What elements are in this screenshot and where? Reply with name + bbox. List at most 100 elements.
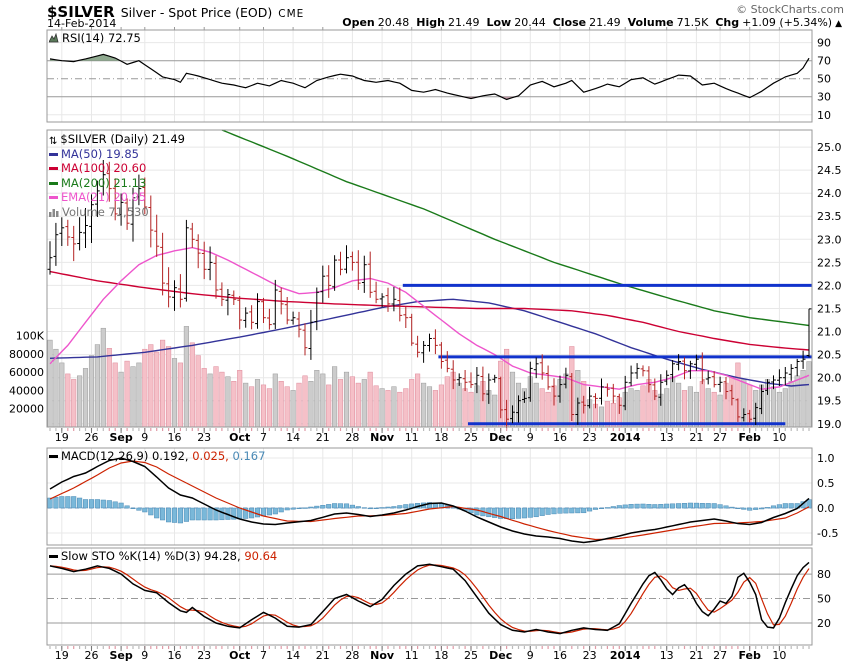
- macd-histogram-bar: [142, 507, 148, 513]
- macd-histogram-bar: [676, 503, 682, 509]
- macd-histogram-bar: [764, 507, 771, 509]
- x-axis-label: 10: [772, 649, 786, 662]
- volume-bar: [415, 373, 421, 428]
- macd-histogram-bar: [219, 507, 225, 521]
- macd-histogram-bar: [581, 507, 587, 514]
- macd-signal-line: [49, 460, 810, 541]
- y-axis-label: 50: [817, 593, 831, 606]
- symbol: $SILVER: [47, 3, 115, 21]
- x-axis-label: 11: [405, 431, 419, 444]
- x-axis-label: 2014: [610, 649, 641, 662]
- y-axis-label: 0.5: [817, 477, 835, 490]
- macd-histogram-bar: [509, 507, 516, 520]
- x-axis-label: 9: [527, 431, 534, 444]
- x-axis-label: Oct: [229, 431, 250, 444]
- volume-bar: [468, 391, 474, 428]
- ma-legend-row: MA(200) 21.13: [49, 176, 185, 191]
- volume-bar: [456, 382, 462, 428]
- x-axis-label: 27: [713, 649, 727, 662]
- x-axis-label: 11: [405, 649, 419, 662]
- price-legend-main-row: ⇅ $SILVER (Daily) 21.49: [49, 132, 185, 147]
- volume-bar: [409, 379, 415, 428]
- volume-bar: [367, 371, 373, 428]
- macd-histogram-bar: [59, 496, 65, 509]
- volume-legend-row: Volume 71,530: [49, 205, 185, 220]
- macd-histogram-bar: [207, 507, 213, 521]
- rsi-overbought-fill: [50, 54, 809, 61]
- x-axis-label: 16: [553, 431, 567, 444]
- volume-bar: [314, 370, 320, 428]
- volume-bar: [361, 379, 367, 428]
- macd-histogram-bar: [592, 507, 599, 510]
- volume-bar: [195, 355, 201, 428]
- volume-bar: [545, 391, 551, 428]
- macd-histogram-bar: [670, 503, 676, 509]
- volume-bar: [100, 327, 106, 428]
- macd-histogram-bar: [124, 505, 130, 509]
- macd-histogram-bar: [539, 507, 545, 516]
- macd-histogram-bar: [88, 499, 95, 509]
- y-axis-label: 10: [817, 109, 831, 122]
- volume-icon: [49, 206, 59, 221]
- volume-bar: [349, 376, 355, 428]
- volume-bar: [794, 375, 800, 428]
- macd-histogram-bar: [492, 507, 498, 518]
- legend-value-part: 90.64: [240, 549, 278, 563]
- y-axis-label: 19.5: [817, 395, 842, 408]
- macd-histogram-bar: [646, 504, 652, 509]
- x-axis-label: Sep: [109, 431, 132, 444]
- macd-histogram-bar: [598, 507, 605, 509]
- macd-line-icon: [49, 455, 58, 458]
- quote-value: +1.09 (+5.34%): [742, 16, 833, 29]
- volume-bar: [640, 385, 646, 428]
- x-axis-label: 25: [464, 431, 478, 444]
- macd-histogram-bar: [474, 507, 480, 516]
- volume-bar: [290, 390, 296, 428]
- volume-bar: [219, 371, 225, 428]
- volume-bar: [243, 382, 249, 428]
- volume-axis-label: 100K: [16, 330, 45, 343]
- volume-bar: [444, 376, 450, 428]
- macd-histogram-bar: [628, 504, 634, 509]
- macd-histogram-bar: [397, 505, 403, 509]
- macd-histogram-bar: [243, 507, 249, 519]
- x-axis-label: Feb: [738, 649, 761, 662]
- macd-histogram-bar: [314, 505, 320, 509]
- macd-histogram-bar: [391, 506, 397, 509]
- volume-bar: [717, 394, 723, 428]
- macd-histogram-bar: [652, 504, 658, 509]
- y-axis-label: 21.0: [817, 326, 842, 339]
- volume-bar: [53, 348, 59, 428]
- x-axis-label: 28: [345, 431, 359, 444]
- volume-bar: [782, 388, 788, 428]
- x-axis-label: 23: [583, 431, 597, 444]
- volume-bar: [207, 373, 213, 428]
- volume-bar: [260, 384, 267, 428]
- macd-histogram-bar: [148, 507, 154, 516]
- macd-histogram-bar: [587, 507, 593, 512]
- volume-bar: [770, 386, 777, 428]
- volume-bar: [142, 348, 148, 428]
- x-axis-label: Dec: [489, 649, 512, 662]
- y-axis-label: 30: [817, 91, 831, 104]
- macd-histogram-bar: [616, 505, 622, 509]
- macd-histogram-bar: [71, 496, 77, 509]
- y-axis-label: 0.0: [817, 502, 835, 515]
- volume-bar: [106, 348, 112, 428]
- y-axis-label: 20: [817, 617, 831, 630]
- macd-histogram-bar: [705, 503, 711, 509]
- macd-histogram-bar: [231, 507, 237, 520]
- price-legend: ⇅ $SILVER (Daily) 21.49 MA(50) 19.85 MA(10…: [49, 132, 185, 220]
- macd-histogram-bar: [94, 499, 100, 509]
- macd-histogram-bar: [47, 497, 53, 509]
- macd-histogram-bar: [106, 500, 112, 509]
- y-axis-label: 80: [817, 568, 831, 581]
- macd-histogram-bar: [557, 507, 563, 514]
- volume-bar: [124, 360, 130, 428]
- macd-histogram-bar: [806, 499, 812, 509]
- volume-bar: [670, 376, 676, 428]
- volume-bar: [634, 390, 640, 428]
- volume-bar: [539, 388, 545, 428]
- macd-histogram-bar: [776, 504, 782, 509]
- macd-histogram-bar: [723, 505, 729, 509]
